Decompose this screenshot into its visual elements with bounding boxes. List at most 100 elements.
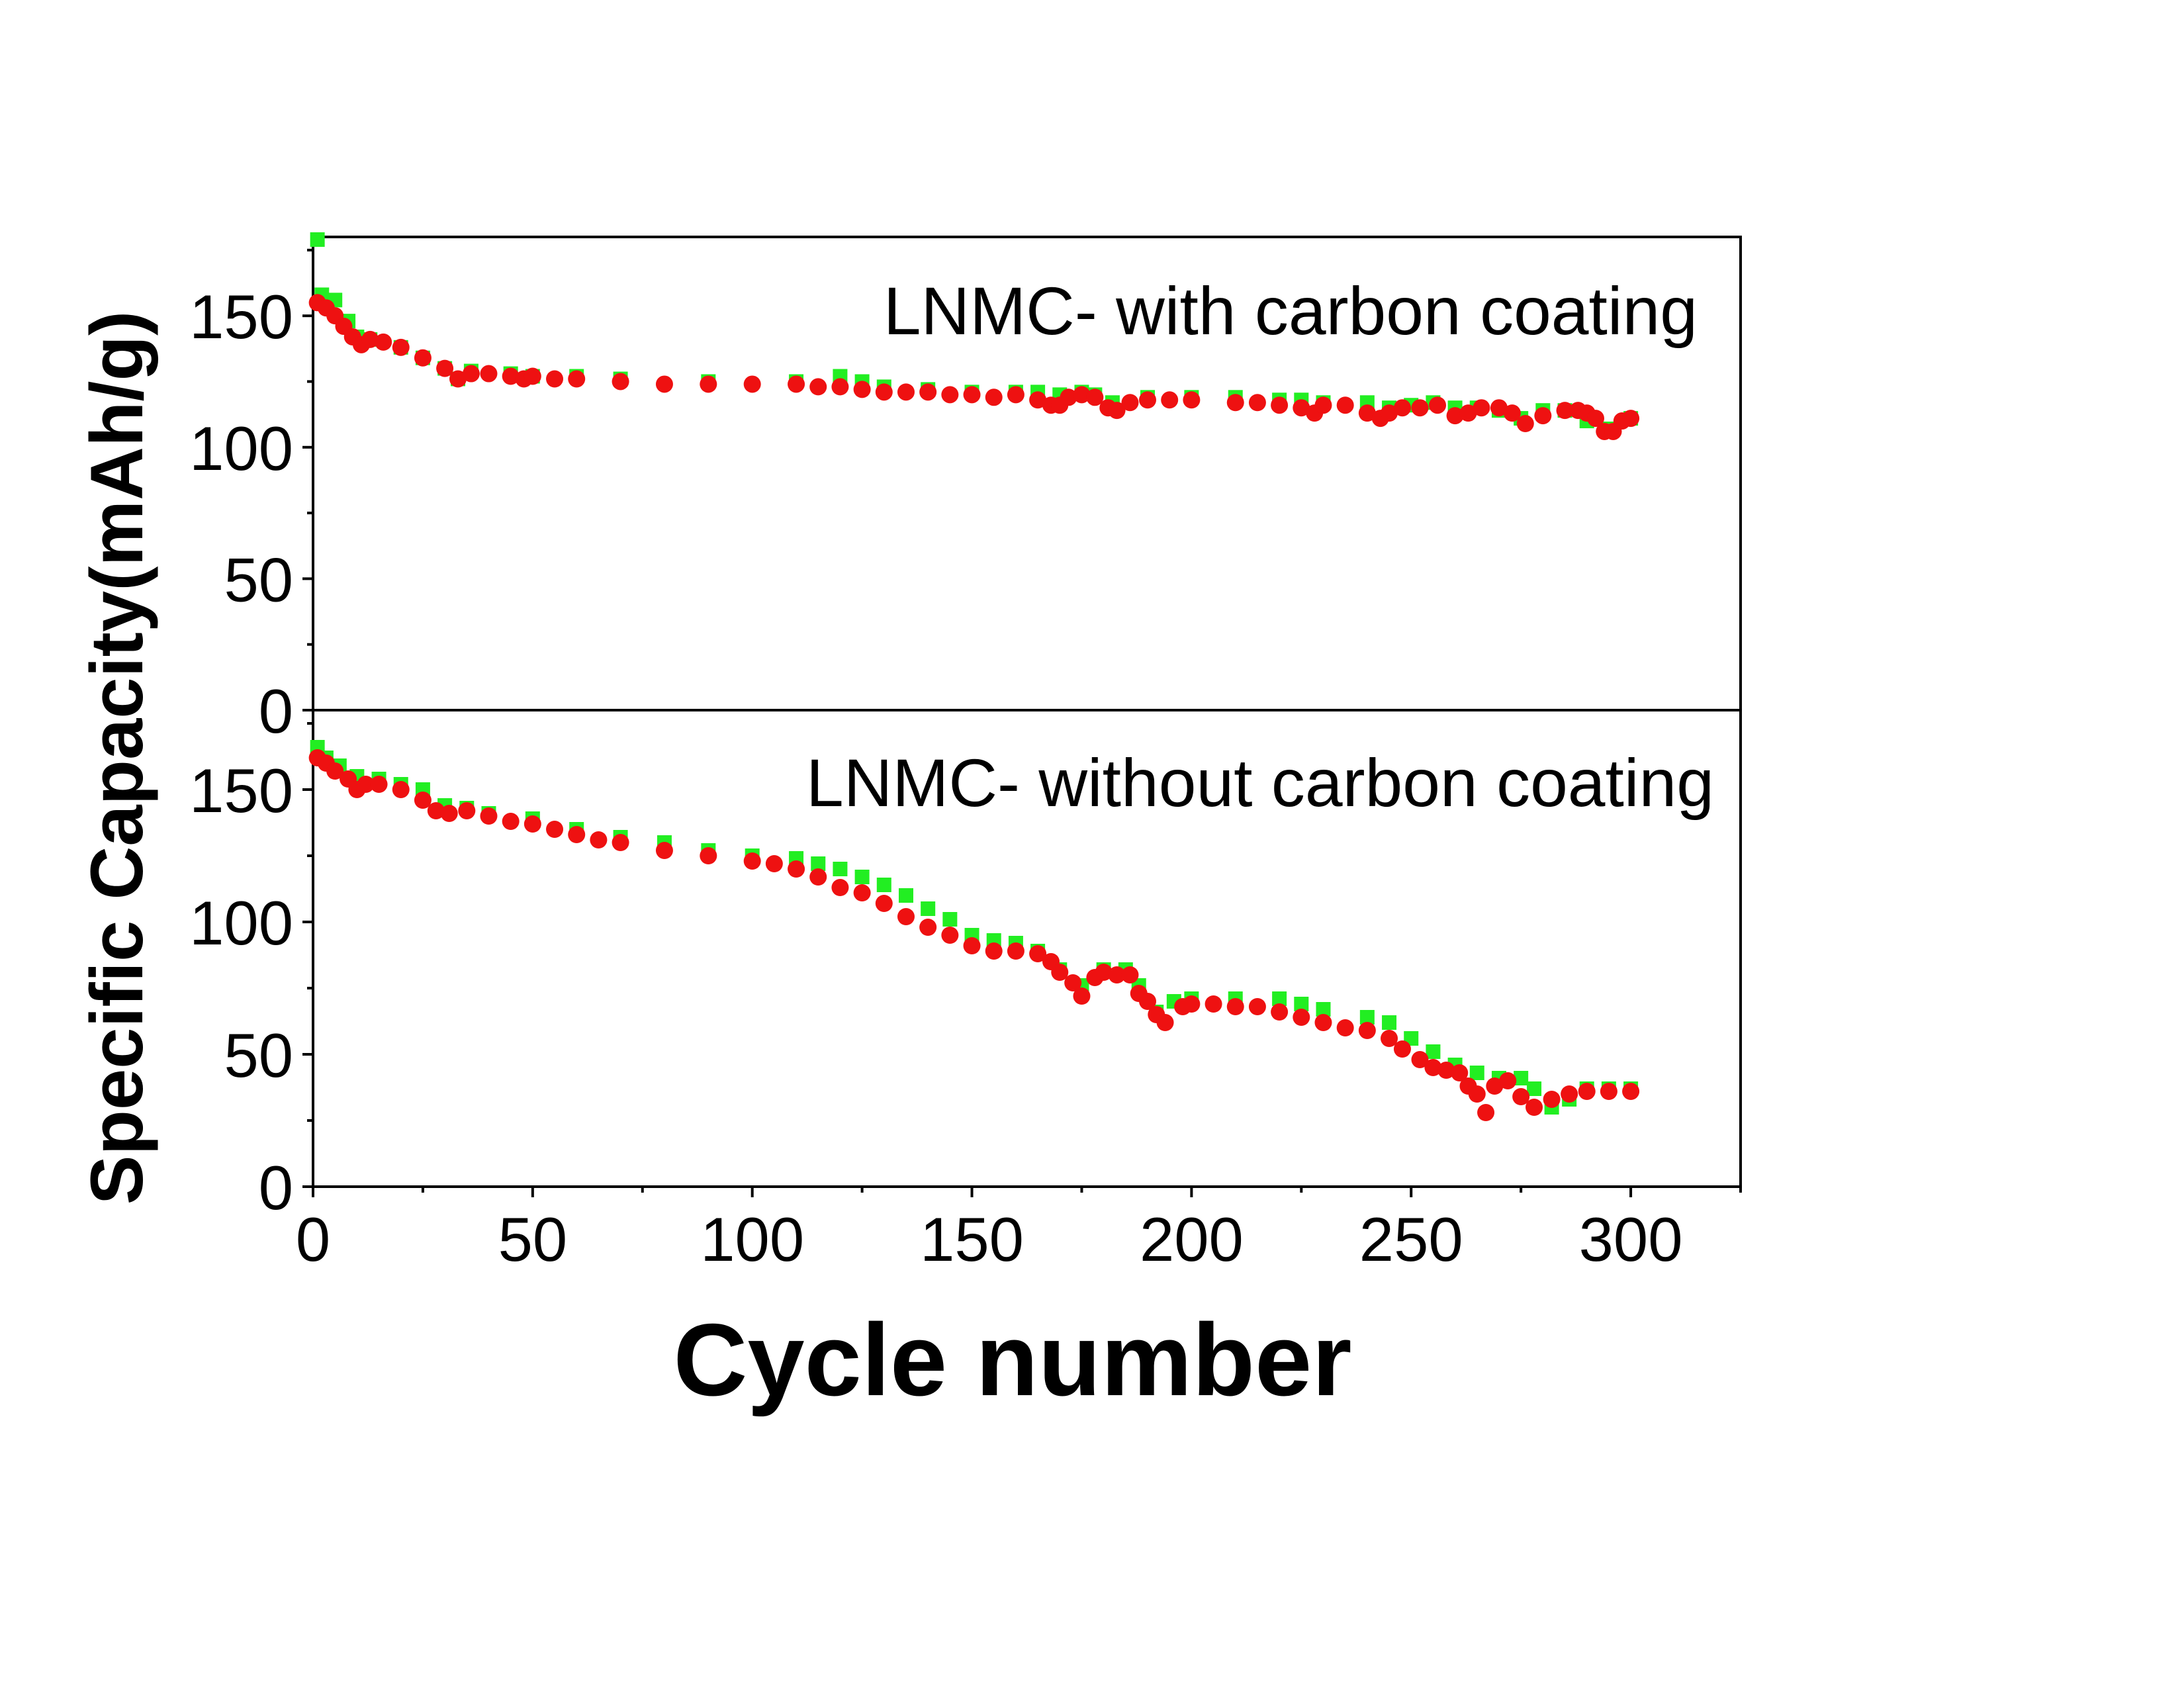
data-point bbox=[1468, 1085, 1486, 1103]
data-point bbox=[1516, 415, 1534, 433]
data-point bbox=[414, 349, 432, 367]
data-point bbox=[876, 878, 891, 892]
data-point bbox=[1578, 1083, 1596, 1100]
data-point bbox=[480, 365, 498, 383]
x-tick-label: 250 bbox=[1359, 1205, 1463, 1274]
data-point bbox=[546, 821, 564, 838]
data-point bbox=[1183, 995, 1201, 1013]
data-point bbox=[1095, 964, 1113, 981]
data-point bbox=[1248, 998, 1266, 1015]
data-point bbox=[875, 383, 893, 401]
data-point bbox=[1411, 1051, 1429, 1068]
data-point bbox=[1272, 991, 1287, 1006]
data-point bbox=[700, 847, 717, 864]
data-point bbox=[1293, 399, 1310, 417]
data-point bbox=[941, 927, 959, 944]
data-point bbox=[568, 370, 586, 388]
data-point bbox=[655, 375, 673, 393]
data-point bbox=[1051, 964, 1069, 981]
data-point bbox=[1525, 1099, 1543, 1116]
data-point bbox=[1358, 1022, 1376, 1039]
data-point bbox=[1490, 399, 1508, 417]
data-point bbox=[1226, 394, 1244, 412]
data-point bbox=[1473, 399, 1490, 417]
x-tick-label: 50 bbox=[498, 1205, 568, 1274]
data-point bbox=[1271, 1003, 1289, 1021]
data-point bbox=[1073, 386, 1091, 404]
data-point bbox=[919, 383, 937, 401]
data-point bbox=[1382, 1015, 1397, 1030]
data-point bbox=[809, 868, 827, 886]
bottom-panel-label: LNMC- without carbon coating bbox=[806, 745, 1714, 821]
data-point bbox=[788, 375, 805, 393]
data-point bbox=[919, 919, 937, 936]
data-point bbox=[458, 802, 476, 819]
y-tick-label: 100 bbox=[189, 888, 293, 958]
data-point bbox=[1358, 404, 1376, 422]
data-point bbox=[1314, 1014, 1332, 1031]
data-point bbox=[462, 365, 480, 383]
data-point bbox=[1512, 1088, 1530, 1105]
data-point bbox=[1499, 1072, 1517, 1089]
data-point bbox=[985, 942, 1003, 960]
data-point bbox=[833, 862, 848, 876]
y-tick-label: 0 bbox=[259, 1153, 293, 1222]
data-point bbox=[1446, 407, 1464, 425]
data-point bbox=[1622, 410, 1640, 428]
data-point bbox=[1459, 404, 1477, 422]
data-point bbox=[546, 370, 564, 388]
x-tick-label: 150 bbox=[920, 1205, 1024, 1274]
data-point bbox=[590, 831, 608, 848]
top-panel-label: LNMC- with carbon coating bbox=[884, 273, 1698, 349]
data-point bbox=[1108, 402, 1126, 420]
bottom-series-group bbox=[308, 740, 1640, 1121]
data-point bbox=[1622, 1083, 1640, 1100]
data-point bbox=[1064, 974, 1082, 991]
data-point bbox=[1543, 1091, 1561, 1108]
data-point bbox=[743, 852, 761, 870]
bottom-plot-frame bbox=[312, 709, 1742, 1188]
data-point bbox=[1393, 399, 1411, 417]
data-point bbox=[1029, 945, 1047, 962]
data-point bbox=[1271, 396, 1289, 414]
data-point bbox=[1205, 995, 1222, 1013]
data-point bbox=[502, 367, 520, 385]
data-point bbox=[1073, 987, 1091, 1005]
bottom-panel-chart: 0 50 100 150 0 50 100 150 200 250 300 LNMC- witho… bbox=[189, 709, 1742, 1274]
data-point bbox=[963, 937, 981, 954]
data-point bbox=[655, 842, 673, 859]
data-point bbox=[1451, 1064, 1469, 1081]
y-tick-label: 150 bbox=[189, 756, 293, 825]
red-series bbox=[308, 749, 1640, 1121]
data-point bbox=[1586, 410, 1604, 428]
data-point bbox=[788, 860, 805, 878]
data-point bbox=[1381, 1030, 1398, 1047]
data-point bbox=[897, 908, 915, 925]
data-point bbox=[1600, 1083, 1617, 1100]
x-tick-label: 100 bbox=[700, 1205, 804, 1274]
data-point bbox=[854, 870, 870, 884]
data-point bbox=[811, 856, 826, 871]
y-tick-label: 0 bbox=[259, 676, 293, 746]
data-point bbox=[1029, 391, 1047, 409]
data-point bbox=[568, 826, 586, 843]
data-point bbox=[1503, 404, 1521, 422]
data-point bbox=[921, 901, 936, 916]
data-point bbox=[427, 802, 445, 819]
top-panel-chart: 0 50 100 150 LNMC- with carbon coating bbox=[189, 232, 1742, 746]
data-point bbox=[831, 879, 849, 896]
data-point bbox=[523, 815, 541, 833]
data-point bbox=[1156, 1014, 1174, 1031]
y-axis-title: Specific Capacity(mAh/g) bbox=[75, 311, 158, 1205]
data-point bbox=[1437, 1062, 1455, 1079]
data-point bbox=[357, 776, 375, 793]
data-point bbox=[1527, 1081, 1542, 1096]
top-series-group bbox=[308, 232, 1640, 440]
data-point bbox=[1336, 1019, 1354, 1036]
data-point bbox=[1561, 1085, 1578, 1103]
x-tick-label: 0 bbox=[296, 1205, 330, 1274]
data-point bbox=[853, 381, 871, 398]
data-point bbox=[1314, 396, 1332, 414]
bottom-y-axis: 0 50 100 150 bbox=[189, 722, 313, 1222]
